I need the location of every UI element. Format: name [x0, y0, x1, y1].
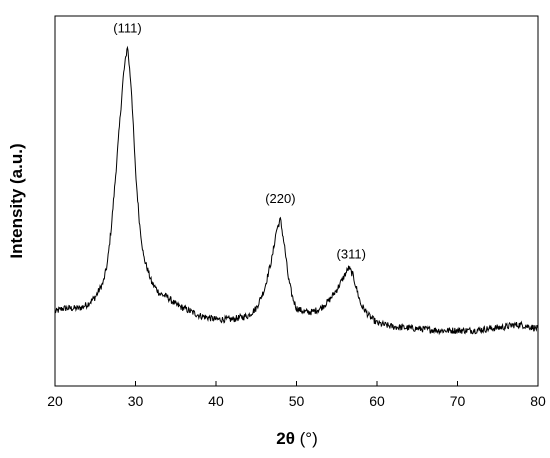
- x-tick-label: 20: [47, 393, 63, 409]
- series-line: [54, 45, 539, 336]
- x-axis-title: 2θ (°): [276, 429, 318, 448]
- peak-label: (311): [337, 246, 366, 261]
- x-axis-title-unit: (°): [295, 429, 318, 448]
- x-tick-label: 50: [289, 393, 305, 409]
- peak-label: (220): [265, 191, 295, 206]
- x-tick-label: 80: [530, 393, 546, 409]
- x-tick-label: 70: [450, 393, 466, 409]
- x-tick-label: 30: [128, 393, 144, 409]
- x-tick-label: 60: [369, 393, 385, 409]
- peak-label: (111): [113, 21, 141, 36]
- x-tick-label: 40: [208, 393, 224, 409]
- x-axis-title-symbol: 2θ: [276, 429, 295, 448]
- x-axis-ticks: 20 30 40 50 60 70 80: [47, 381, 546, 409]
- y-axis-title: Intensity (a.u.): [7, 143, 26, 258]
- peak-annotations: (111) (220) (311): [113, 21, 366, 262]
